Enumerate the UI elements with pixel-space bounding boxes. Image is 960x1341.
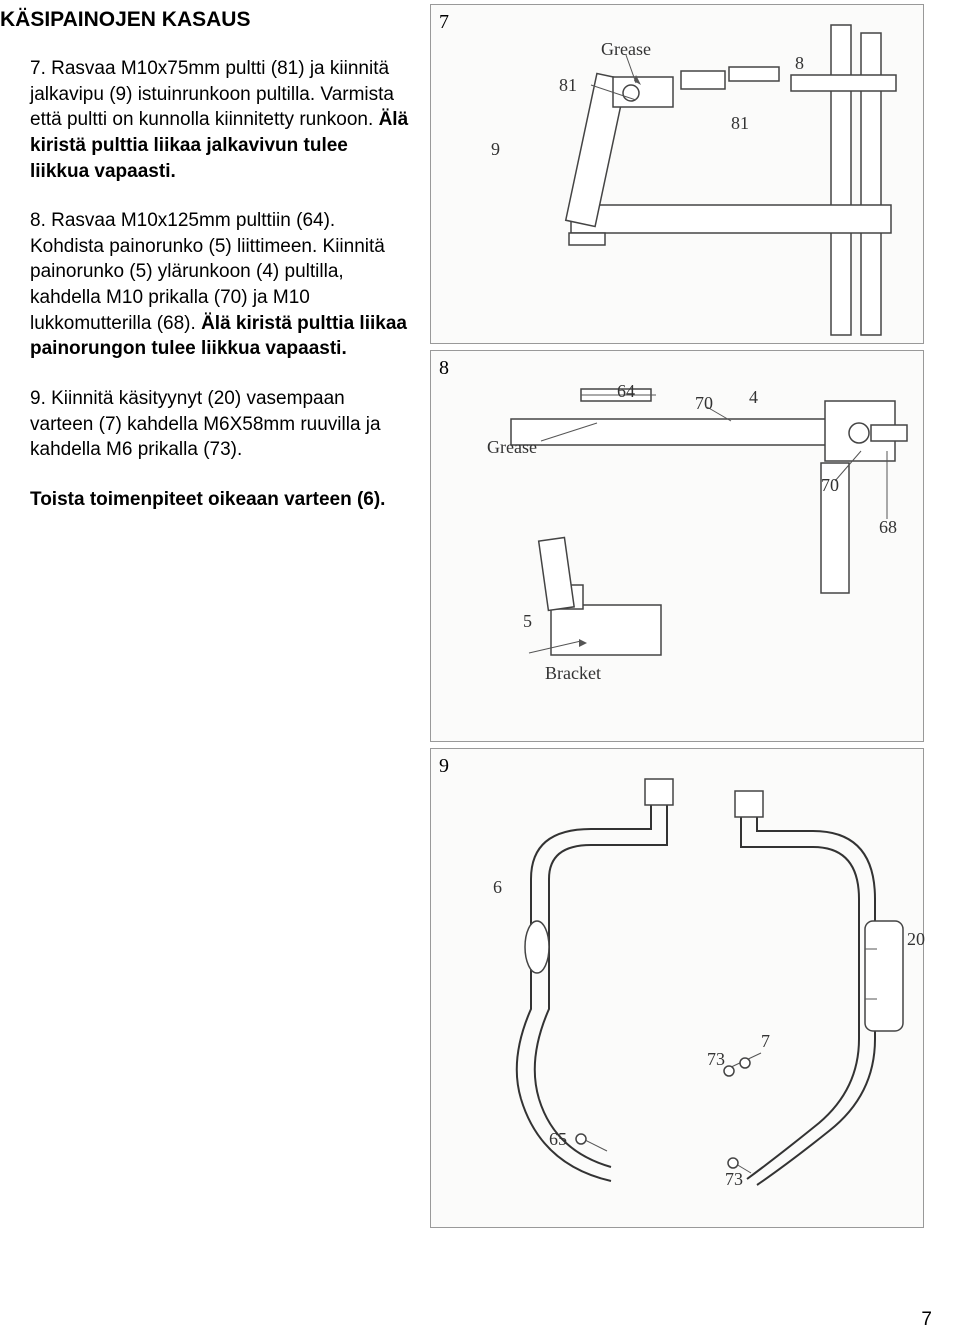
label-73b: 73 [725, 1169, 743, 1190]
diagram-9-number: 9 [439, 755, 449, 778]
label-4: 4 [749, 387, 758, 408]
label-64: 64 [617, 381, 635, 402]
page-number: 7 [921, 1309, 932, 1331]
diagram-9: 9 [430, 748, 924, 1228]
label-bracket: Bracket [545, 663, 601, 684]
diagram-7-svg [431, 5, 925, 345]
paragraph-repeat: Toista toimenpiteet oikeaan varteen (6). [0, 487, 410, 513]
label-7: 7 [761, 1031, 770, 1052]
label-68: 68 [879, 517, 897, 538]
label-73a: 73 [707, 1049, 725, 1070]
paragraph-8: 8. Rasvaa M10x125mm pulttiin (64). Kohdi… [0, 208, 410, 362]
paragraph-9: 9. Kiinnitä käsityynyt (20) vasempaan va… [0, 386, 410, 463]
label-6: 6 [493, 877, 502, 898]
diagram-8-svg [431, 351, 925, 743]
label-20: 20 [907, 929, 925, 950]
label-81b: 81 [731, 113, 749, 134]
diagram-7-number: 7 [439, 11, 449, 34]
label-70a: 70 [695, 393, 713, 414]
label-grease-7: Grease [601, 39, 651, 60]
paragraph-7: 7. Rasvaa M10x75mm pultti (81) ja kiinni… [0, 56, 410, 184]
label-grease-8: Grease [487, 437, 537, 458]
diagram-9-svg [431, 749, 925, 1229]
diagram-8-number: 8 [439, 357, 449, 380]
label-70b: 70 [821, 475, 839, 496]
p7-text: 7. Rasvaa M10x75mm pultti (81) ja kiinni… [30, 58, 394, 130]
diagram-7: 7 [430, 4, 924, 344]
diagram-8: 8 [430, 350, 924, 742]
label-65: 65 [549, 1129, 567, 1150]
label-81a: 81 [559, 75, 577, 96]
label-5: 5 [523, 611, 532, 632]
label-8: 8 [795, 53, 804, 74]
label-9: 9 [491, 139, 500, 160]
main-heading: KÄSIPAINOJEN KASAUS [0, 8, 410, 32]
